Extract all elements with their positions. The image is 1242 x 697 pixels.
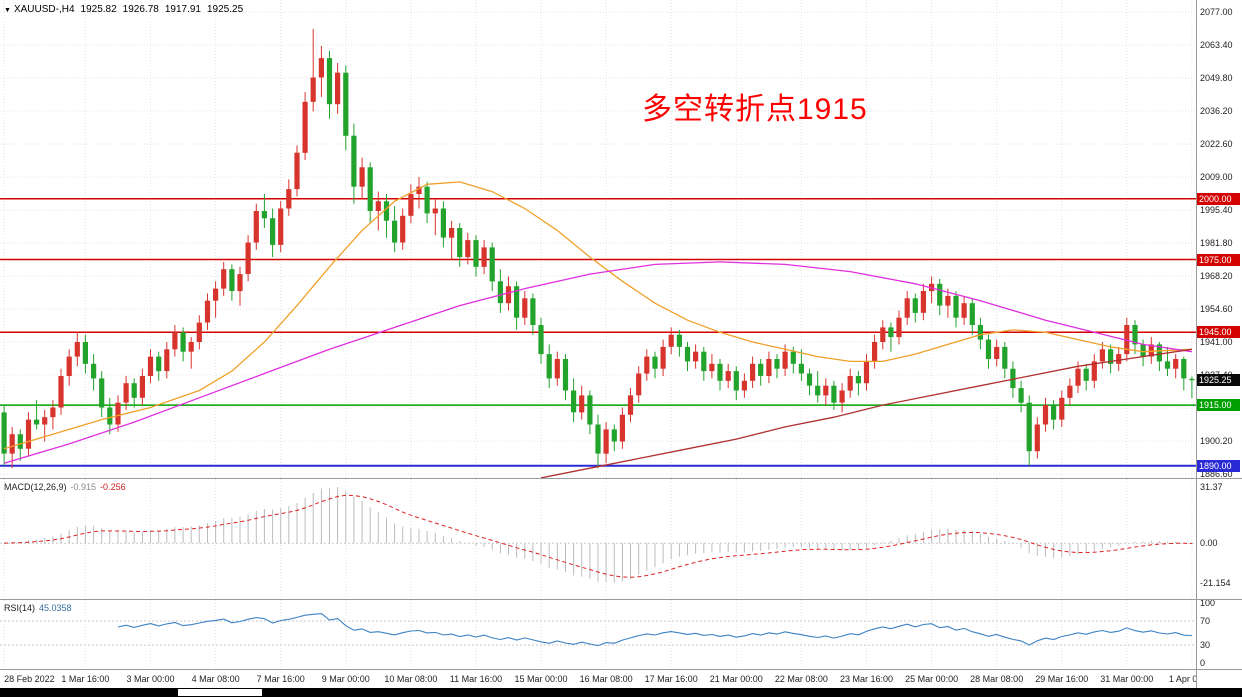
level-price-tag: 1975.00 bbox=[1197, 253, 1240, 266]
macd-tick: -21.154 bbox=[1200, 578, 1231, 588]
current-price-tag: 1925.25 bbox=[1197, 374, 1240, 387]
rsi-tick: 70 bbox=[1200, 616, 1211, 626]
main-chart-svg bbox=[0, 0, 1196, 478]
right-price-axis[interactable]: 2077.00 2063.40 2049.80 2036.20 2022.60 2009.… bbox=[1196, 0, 1242, 688]
price-tick: 1900.20 bbox=[1200, 436, 1233, 446]
time-axis-label: 1 Apr 08:00 bbox=[1168, 674, 1215, 684]
price-tick: 2009.00 bbox=[1200, 172, 1233, 182]
price-tick: 2077.00 bbox=[1200, 7, 1233, 17]
price-tick: 2022.60 bbox=[1200, 139, 1233, 149]
level-price-tag: 1915.00 bbox=[1197, 399, 1240, 412]
macd-indicator-label: MACD(12,26,9) -0.915 -0.256 bbox=[4, 482, 130, 492]
time-axis-label: 17 Mar 16:00 bbox=[644, 674, 698, 684]
macd-svg bbox=[0, 479, 1196, 599]
price-tick: 2063.40 bbox=[1200, 40, 1233, 50]
rsi-panel[interactable]: RSI(14) 45.0358 bbox=[0, 600, 1196, 669]
time-axis-label: 31 Mar 00:00 bbox=[1100, 674, 1154, 684]
time-axis-label: 28 Mar 08:00 bbox=[970, 674, 1024, 684]
price-tick: 1968.20 bbox=[1200, 271, 1233, 281]
time-axis-label: 9 Mar 00:00 bbox=[321, 674, 370, 684]
rsi-tick: 0 bbox=[1200, 658, 1206, 668]
level-price-tag: 1890.00 bbox=[1197, 459, 1240, 472]
rsi-grid bbox=[0, 600, 1196, 669]
time-axis-label: 29 Mar 16:00 bbox=[1035, 674, 1089, 684]
rsi-name: RSI(14) bbox=[4, 603, 36, 613]
price-tick: 1941.00 bbox=[1200, 337, 1233, 347]
rsi-line bbox=[117, 613, 1192, 647]
panel-separator bbox=[0, 669, 1242, 670]
price-tick: 1981.80 bbox=[1200, 238, 1233, 248]
rsi-svg bbox=[0, 600, 1196, 669]
time-axis-label: 10 Mar 08:00 bbox=[384, 674, 438, 684]
time-axis-label: 11 Mar 16:00 bbox=[449, 674, 503, 684]
time-axis-label: 22 Mar 08:00 bbox=[774, 674, 828, 684]
time-axis-label: 28 Feb 2022 bbox=[4, 674, 55, 684]
rsi-tick: 30 bbox=[1200, 640, 1211, 650]
macd-signal-line bbox=[4, 494, 1192, 578]
candles-layer bbox=[1, 29, 1195, 469]
macd-panel[interactable]: MACD(12,26,9) -0.915 -0.256 bbox=[0, 479, 1196, 599]
price-annotation-text[interactable]: 多空转折点1915 bbox=[642, 93, 868, 126]
time-axis-label: 7 Mar 16:00 bbox=[256, 674, 305, 684]
panel-separator[interactable] bbox=[0, 599, 1242, 600]
price-tick: 1886.60 bbox=[1200, 469, 1233, 479]
ma-slow-line bbox=[540, 348, 1192, 478]
rsi-value: 45.0358 bbox=[39, 603, 72, 613]
taskbar-item[interactable] bbox=[178, 689, 262, 696]
macd-histogram bbox=[11, 487, 1193, 583]
panel-separator[interactable] bbox=[0, 478, 1242, 479]
time-axis-label: 1 Mar 16:00 bbox=[61, 674, 110, 684]
time-axis-label: 4 Mar 08:00 bbox=[191, 674, 240, 684]
time-axis[interactable]: 28 Feb 2022 1 Mar 16:00 3 Mar 00:00 4 Mar 0… bbox=[0, 670, 1215, 688]
rsi-indicator-label: RSI(14) 45.0358 bbox=[4, 603, 76, 613]
price-tick: 1954.60 bbox=[1200, 304, 1233, 314]
macd-tick: 0.00 bbox=[1200, 538, 1218, 549]
macd-signal-value: -0.256 bbox=[100, 482, 126, 492]
main-chart-panel[interactable]: ▼ XAUUSD-,H4 1925.82 1926.78 1917.91 1925.25 … bbox=[0, 0, 1196, 478]
level-price-tag: 2000.00 bbox=[1197, 192, 1240, 205]
time-axis-label: 25 Mar 00:00 bbox=[905, 674, 959, 684]
time-axis-label: 15 Mar 00:00 bbox=[514, 674, 568, 684]
price-tick: 1995.40 bbox=[1200, 205, 1233, 215]
ma-fast-line bbox=[3, 181, 1192, 450]
price-tick: 2049.80 bbox=[1200, 73, 1233, 83]
taskbar-strip bbox=[0, 688, 1242, 697]
rsi-tick: 100 bbox=[1200, 598, 1216, 608]
time-axis-label: 3 Mar 00:00 bbox=[126, 674, 175, 684]
time-axis-label: 21 Mar 00:00 bbox=[709, 674, 763, 684]
macd-main-value: -0.915 bbox=[70, 482, 97, 492]
macd-name: MACD(12,26,9) bbox=[4, 482, 67, 492]
time-axis-label: 16 Mar 08:00 bbox=[579, 674, 633, 684]
time-axis-label: 23 Mar 16:00 bbox=[839, 674, 894, 684]
ma-mid-line bbox=[3, 261, 1192, 464]
axis-border bbox=[1196, 0, 1197, 688]
macd-tick: 31.37 bbox=[1200, 482, 1223, 492]
grid-layer bbox=[0, 0, 1196, 478]
level-price-tag: 1945.00 bbox=[1197, 326, 1240, 339]
price-tick: 2036.20 bbox=[1200, 106, 1233, 116]
